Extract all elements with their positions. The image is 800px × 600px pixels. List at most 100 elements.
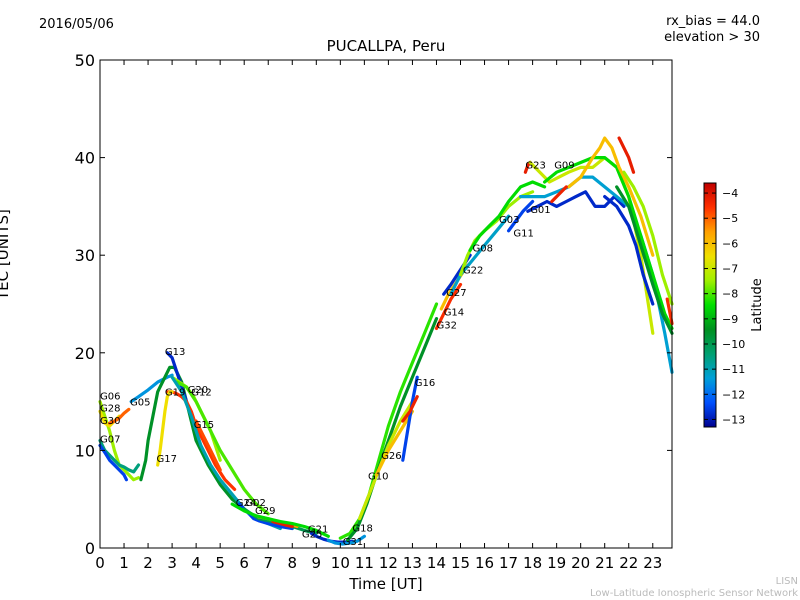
plot-frame	[99, 59, 673, 549]
series-G09g	[665, 297, 674, 326]
y-axis: 0 10 20 30 40 50	[75, 51, 672, 558]
colorbar-label: Latitude	[750, 278, 765, 332]
x-tick-label: 6	[239, 554, 249, 572]
satellite-label: G07	[100, 435, 120, 446]
series-G30	[107, 407, 131, 425]
satellite-label: G32	[437, 320, 457, 331]
series-G17	[156, 390, 174, 467]
series-G05	[129, 373, 174, 404]
series-G31	[326, 534, 366, 546]
series-G01	[526, 190, 626, 213]
satellite-label: G03	[499, 215, 519, 226]
x-tick-label: 1	[119, 554, 129, 572]
satellite-label: G30	[100, 416, 120, 427]
satellite-label: G10	[368, 472, 388, 483]
rx-bias-info: rx_bias = 44.0 elevation > 30	[664, 14, 760, 46]
series-G03	[468, 180, 547, 252]
x-tick-label: 8	[287, 554, 297, 572]
rx-bias-label: rx_bias = 44.0	[666, 14, 760, 29]
satellite-label: G13	[165, 347, 185, 358]
satellite-label: G11	[513, 229, 533, 240]
y-axis-label: TEC [UNITS]	[0, 209, 12, 300]
colorbar-tick-label: −12	[722, 388, 745, 401]
satellite-label: G23	[525, 160, 545, 171]
satellite-label: G24	[236, 498, 256, 509]
series-G21	[230, 502, 330, 538]
y-tick-label: 40	[75, 149, 95, 168]
x-tick-label: 12	[379, 554, 398, 572]
colorbar-tick-label: −7	[722, 263, 738, 276]
satellite-label: G27	[446, 288, 466, 299]
series-G09d	[622, 170, 674, 306]
satellite-label: G14	[444, 308, 464, 319]
colorbar-ticks: −4 −5 −6 −7 −8 −9 −10 −11 −12 −13	[704, 187, 745, 426]
x-tick-label: 22	[619, 554, 638, 572]
x-tick-label: 15	[451, 554, 470, 572]
satellite-label: G16	[415, 378, 435, 389]
colorbar-tick-label: −11	[722, 363, 745, 376]
series-G18b	[345, 317, 439, 542]
series-G12	[175, 380, 270, 516]
satellite-label: G22	[463, 266, 483, 277]
satellite-label: G21	[308, 524, 328, 535]
satellite-label: G02	[245, 498, 265, 509]
series-G18	[338, 302, 439, 540]
colorbar-tick-label: −4	[722, 187, 738, 200]
x-tick-label: 9	[312, 554, 322, 572]
satellite-label: G18	[352, 523, 372, 534]
series-G09e	[615, 185, 674, 335]
satellite-label: G31	[343, 537, 363, 548]
lisn-short-label: LISN	[775, 576, 798, 587]
satellite-label: G01	[530, 205, 550, 216]
x-tick-label: 11	[355, 554, 374, 572]
x-tick-label: 17	[499, 554, 518, 572]
satellite-label: G05	[130, 398, 150, 409]
colorbar-tick-label: −13	[722, 413, 745, 426]
satellite-label: G08	[473, 243, 493, 254]
series-G26	[374, 409, 414, 477]
x-tick-label: 3	[167, 554, 177, 572]
elevation-label: elevation > 30	[664, 30, 760, 45]
colorbar-gradient	[703, 182, 717, 428]
satellite-label: G12	[191, 388, 211, 399]
series-G09c	[617, 136, 636, 174]
satellite-label: G15	[194, 420, 214, 431]
series-G11	[507, 199, 535, 233]
chart-title: PUCALLPA, Peru	[326, 37, 446, 55]
satellite-label: G28	[100, 403, 120, 414]
x-tick-label: 4	[191, 554, 201, 572]
x-axis-label: Time [UT]	[349, 575, 423, 593]
x-tick-label: 0	[95, 554, 105, 572]
colorbar: −4 −5 −6 −7 −8 −9 −10 −11 −12 −13 Latitude	[703, 182, 765, 428]
x-tick-label: 5	[215, 554, 225, 572]
series-G22	[449, 214, 511, 296]
satellite-label: G25	[302, 529, 322, 540]
series-G16b	[401, 395, 419, 423]
series-G16	[401, 375, 419, 462]
satellite-label: G20	[188, 385, 208, 396]
colorbar-tick-label: −6	[722, 237, 738, 250]
x-tick-label: 7	[263, 554, 273, 572]
series-G03b	[550, 185, 568, 204]
x-tick-label: 13	[403, 554, 422, 572]
colorbar-tick-label: −8	[722, 288, 738, 301]
colorbar-tick-label: −10	[722, 338, 745, 351]
satellite-label: G29	[255, 506, 275, 517]
x-axis: 0 1 2 3 4 5 6 7 8 9 10 11 12 13 14 15 16 17 18 19 20 21 22 23	[95, 60, 662, 572]
x-tick-label: 2	[143, 554, 153, 572]
satellite-label: G06	[100, 392, 120, 403]
satellite-label: G26	[381, 451, 401, 462]
lisn-full-label: Low-Latitude Ionospheric Sensor Network	[590, 588, 798, 599]
x-tick-label: 14	[427, 554, 446, 572]
series-G29b	[271, 519, 294, 529]
series-G09	[542, 156, 674, 330]
x-tick-label: 10	[331, 554, 350, 572]
y-tick-label: 30	[75, 246, 95, 265]
x-tick-label: 18	[523, 554, 542, 572]
x-tick-label: 23	[643, 554, 662, 572]
y-tick-label: 20	[75, 344, 95, 363]
colorbar-tick-label: −9	[722, 313, 738, 326]
x-tick-label: 16	[475, 554, 494, 572]
x-tick-label: 19	[547, 554, 566, 572]
